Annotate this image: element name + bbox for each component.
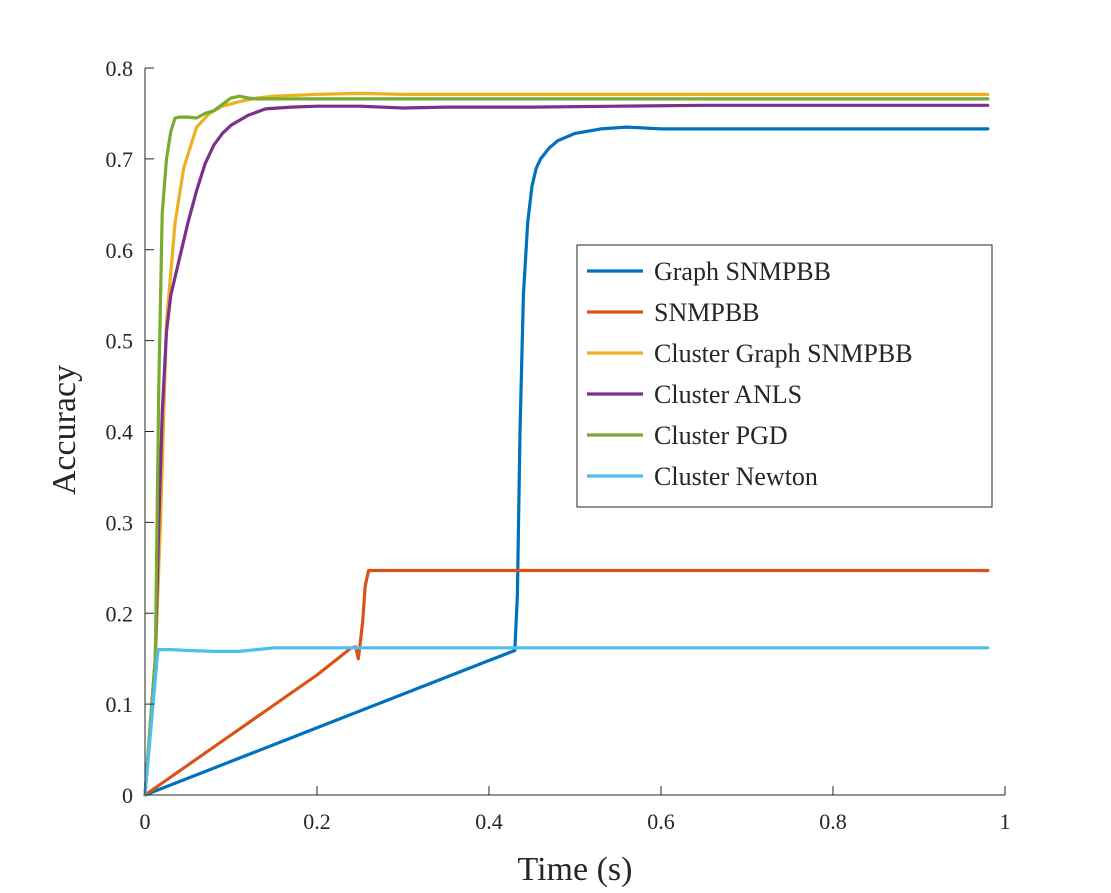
legend-label-3: Cluster Graph SNMPBB [654, 339, 913, 368]
legend-label-1: Graph SNMPBB [654, 257, 831, 286]
y-axis-label: Accuracy [46, 365, 83, 495]
legend-label-5: Cluster PGD [654, 421, 788, 450]
y-tick-label: 0.6 [106, 238, 134, 263]
x-axis-label: Time (s) [518, 851, 633, 888]
x-tick-label: 0.4 [475, 809, 503, 834]
legend: Graph SNMPBB SNMPBB Cluster Graph SNMPBB Cl… [576, 244, 993, 508]
plot-area [143, 91, 990, 797]
y-tick-label: 0.7 [106, 147, 134, 172]
legend-label-4: Cluster ANLS [654, 380, 802, 409]
y-tick-label: 0.5 [106, 329, 134, 354]
y-tick-label: 0 [122, 783, 133, 808]
y-tick-label: 0.4 [106, 420, 134, 445]
series-line-6 [143, 646, 990, 797]
series-line-5 [143, 94, 990, 797]
x-tick-label: 0.6 [647, 809, 675, 834]
axes: 0 0.2 0.4 0.6 0.8 1 0 0.1 0.2 0.3 0.4 0.5 0.6 0.7 0.8 [106, 56, 1011, 834]
y-tick-label: 0.3 [106, 510, 134, 535]
y-tick-label: 0.8 [106, 56, 134, 81]
x-tick-label: 0 [140, 809, 151, 834]
y-tick-label: 0.2 [106, 601, 134, 626]
series-line-2 [143, 568, 990, 797]
legend-label-6: Cluster Newton [654, 462, 818, 491]
series-line-1 [143, 125, 990, 797]
x-tick-label: 0.8 [819, 809, 847, 834]
x-tick-label: 0.2 [303, 809, 331, 834]
series-line-4 [143, 103, 990, 797]
x-tick-label: 1 [1000, 809, 1011, 834]
legend-box [576, 244, 993, 508]
y-tick-label: 0.1 [106, 692, 134, 717]
legend-label-2: SNMPBB [654, 298, 760, 327]
